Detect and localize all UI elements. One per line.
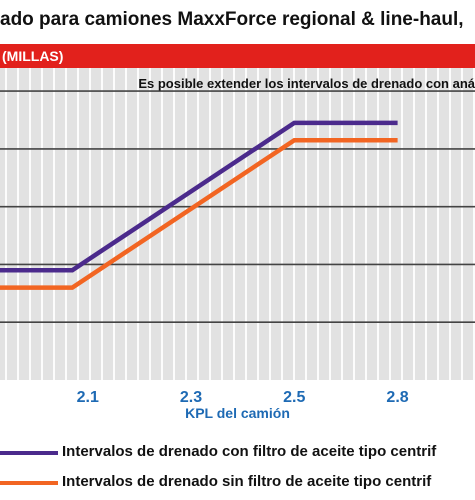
series-line-with-filter (0, 120, 398, 273)
x-tick-label: 2.3 (180, 389, 202, 406)
x-tick-label: 2.8 (386, 389, 408, 406)
legend-label-without-filter: Intervalos de drenado sin filtro de acei… (62, 473, 432, 490)
plot-area (0, 68, 475, 380)
x-tick-label: 2.1 (77, 389, 99, 406)
x-axis-title: KPL del camión (185, 405, 290, 420)
units-label: (MILLAS) (2, 48, 64, 64)
legend-item-with-filter: Intervalos de drenado con filtro de acei… (0, 440, 475, 464)
legend-swatch-with-filter (0, 451, 58, 455)
legend-item-without-filter: Intervalos de drenado sin filtro de acei… (0, 470, 475, 494)
units-banner: (MILLAS) (0, 44, 475, 68)
x-tick-label: 2.5 (283, 389, 305, 406)
chart-title: ado para camiones MaxxForce regional & l… (0, 9, 464, 30)
series-line-without-filter (0, 137, 398, 290)
legend-swatch-without-filter (0, 481, 58, 485)
x-axis: 2.1 2.3 2.5 2.8 KPL del camión (77, 389, 409, 420)
legend-label-with-filter: Intervalos de drenado con filtro de acei… (62, 443, 437, 460)
legend: Intervalos de drenado con filtro de acei… (0, 440, 475, 500)
plot-background (0, 68, 475, 380)
